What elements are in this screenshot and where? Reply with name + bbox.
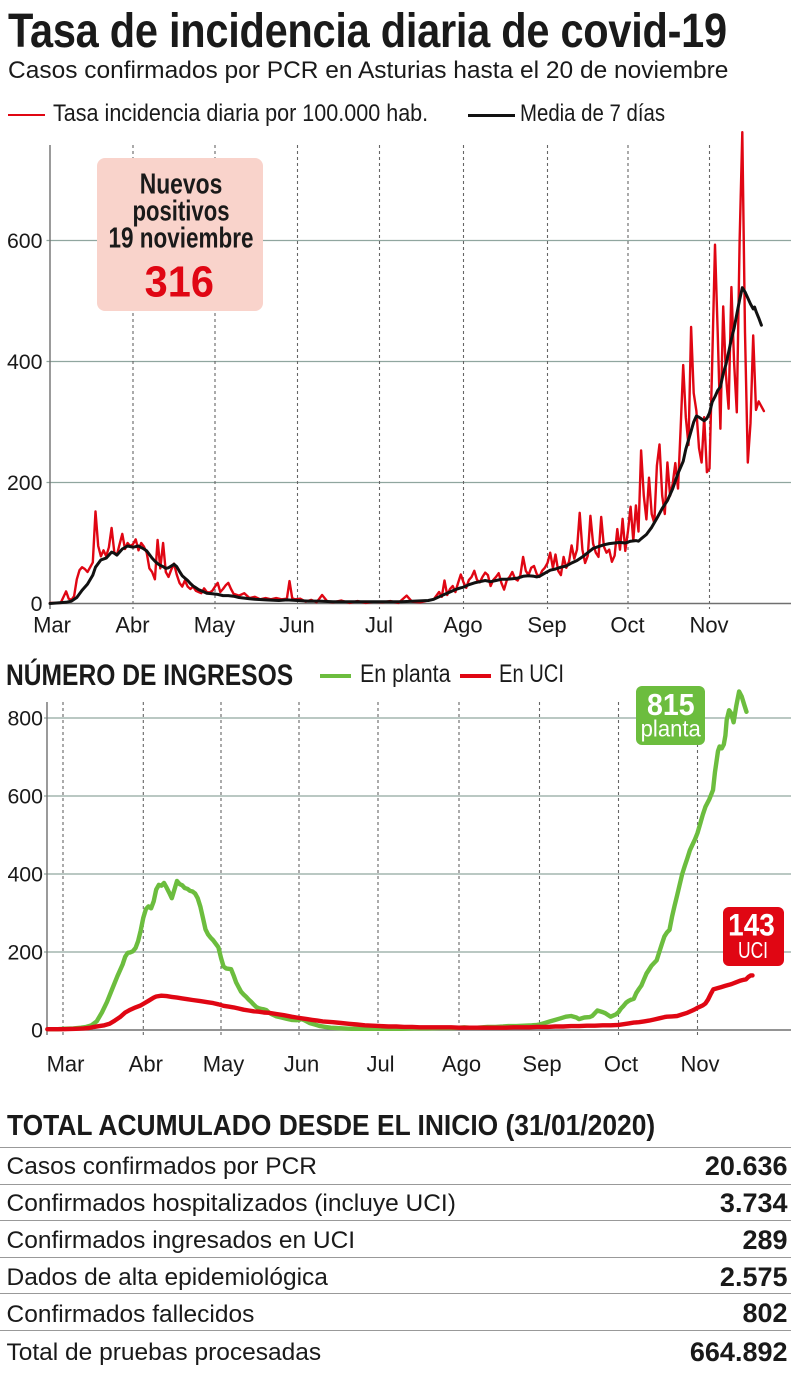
svg-text:200: 200 bbox=[7, 941, 43, 965]
svg-text:Ago: Ago bbox=[443, 613, 482, 638]
svg-text:Mar: Mar bbox=[33, 613, 71, 638]
svg-text:600: 600 bbox=[7, 785, 43, 809]
svg-text:19 noviembre: 19 noviembre bbox=[109, 223, 254, 254]
svg-text:Sep: Sep bbox=[522, 1052, 561, 1077]
svg-text:Jul: Jul bbox=[366, 1052, 394, 1077]
svg-text:Oct: Oct bbox=[610, 613, 644, 638]
svg-text:Jul: Jul bbox=[365, 613, 393, 638]
svg-text:positivos: positivos bbox=[132, 196, 229, 227]
svg-text:Nov: Nov bbox=[680, 1052, 719, 1077]
svg-text:Ago: Ago bbox=[442, 1052, 481, 1077]
svg-text:Mar: Mar bbox=[47, 1052, 85, 1077]
svg-text:0: 0 bbox=[31, 1019, 43, 1043]
svg-text:400: 400 bbox=[7, 863, 43, 887]
svg-text:Sep: Sep bbox=[527, 613, 566, 638]
svg-text:planta: planta bbox=[641, 716, 702, 742]
svg-text:800: 800 bbox=[7, 707, 43, 731]
svg-text:400: 400 bbox=[7, 350, 43, 374]
svg-text:600: 600 bbox=[7, 229, 43, 253]
svg-text:Oct: Oct bbox=[604, 1052, 638, 1077]
svg-text:May: May bbox=[203, 1052, 245, 1077]
svg-text:Jun: Jun bbox=[279, 613, 314, 638]
svg-text:Abr: Abr bbox=[115, 613, 149, 638]
svg-text:Jun: Jun bbox=[284, 1052, 319, 1077]
svg-text:UCI: UCI bbox=[738, 938, 768, 964]
svg-text:Abr: Abr bbox=[129, 1052, 163, 1077]
svg-text:May: May bbox=[194, 613, 236, 638]
svg-text:316: 316 bbox=[145, 258, 214, 307]
svg-text:815: 815 bbox=[647, 688, 695, 722]
svg-text:143: 143 bbox=[728, 908, 775, 943]
svg-text:Nuevos: Nuevos bbox=[140, 169, 223, 200]
svg-text:Nov: Nov bbox=[689, 613, 728, 638]
svg-text:0: 0 bbox=[31, 592, 43, 616]
svg-text:200: 200 bbox=[7, 471, 43, 495]
